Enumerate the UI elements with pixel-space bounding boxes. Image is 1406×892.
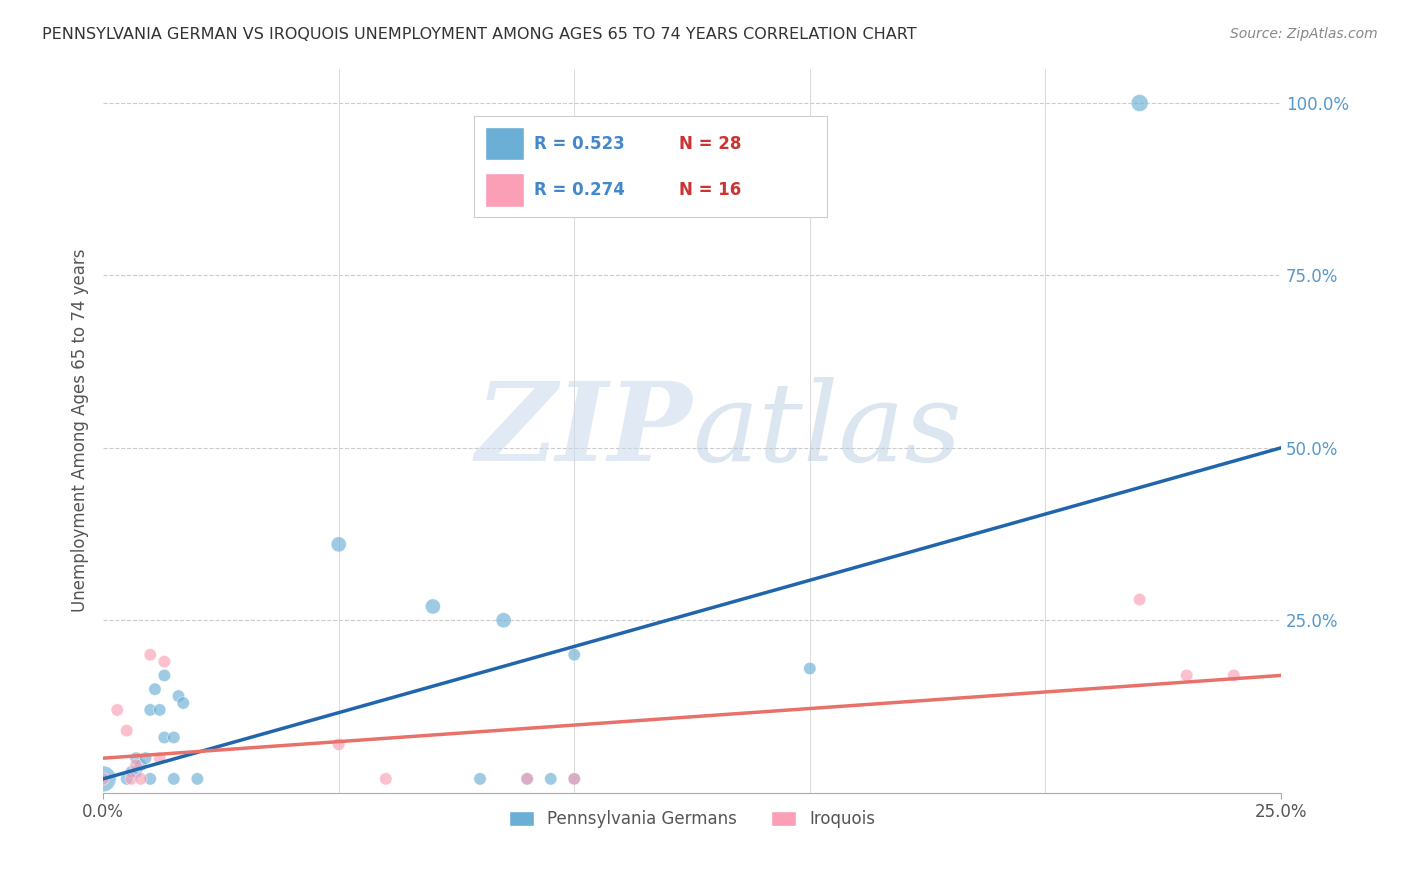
Point — [139, 703, 162, 717]
Point — [129, 772, 152, 786]
Point — [120, 772, 142, 786]
Point — [115, 723, 138, 738]
Point — [139, 648, 162, 662]
Text: ZIP: ZIP — [475, 376, 692, 484]
Point — [799, 661, 821, 675]
Point — [562, 772, 585, 786]
Point — [149, 751, 172, 765]
Point — [562, 648, 585, 662]
Point — [120, 764, 142, 779]
Point — [374, 772, 396, 786]
Point — [135, 751, 157, 765]
Point — [468, 772, 491, 786]
Point — [125, 764, 148, 779]
Point — [105, 703, 128, 717]
Point — [91, 772, 114, 786]
Point — [125, 751, 148, 765]
Point — [1175, 668, 1198, 682]
Point — [91, 772, 114, 786]
Point — [516, 772, 538, 786]
Point — [540, 772, 562, 786]
Point — [167, 689, 190, 703]
Text: Source: ZipAtlas.com: Source: ZipAtlas.com — [1230, 27, 1378, 41]
Y-axis label: Unemployment Among Ages 65 to 74 years: Unemployment Among Ages 65 to 74 years — [72, 249, 89, 612]
Point — [129, 758, 152, 772]
Text: atlas: atlas — [692, 376, 962, 484]
Point — [149, 703, 172, 717]
Point — [125, 758, 148, 772]
Point — [163, 731, 186, 745]
Point — [153, 655, 176, 669]
Point — [1223, 668, 1246, 682]
Point — [115, 772, 138, 786]
Point — [328, 537, 350, 551]
Point — [163, 772, 186, 786]
Point — [1129, 592, 1152, 607]
Point — [139, 772, 162, 786]
Point — [492, 613, 515, 627]
Point — [153, 731, 176, 745]
Point — [153, 668, 176, 682]
Point — [422, 599, 444, 614]
Point — [328, 738, 350, 752]
Point — [516, 772, 538, 786]
Point — [562, 772, 585, 786]
Legend: Pennsylvania Germans, Iroquois: Pennsylvania Germans, Iroquois — [502, 804, 882, 835]
Point — [1129, 95, 1152, 110]
Text: PENNSYLVANIA GERMAN VS IROQUOIS UNEMPLOYMENT AMONG AGES 65 TO 74 YEARS CORRELATI: PENNSYLVANIA GERMAN VS IROQUOIS UNEMPLOY… — [42, 27, 917, 42]
Point — [143, 682, 166, 697]
Point — [186, 772, 208, 786]
Point — [172, 696, 194, 710]
